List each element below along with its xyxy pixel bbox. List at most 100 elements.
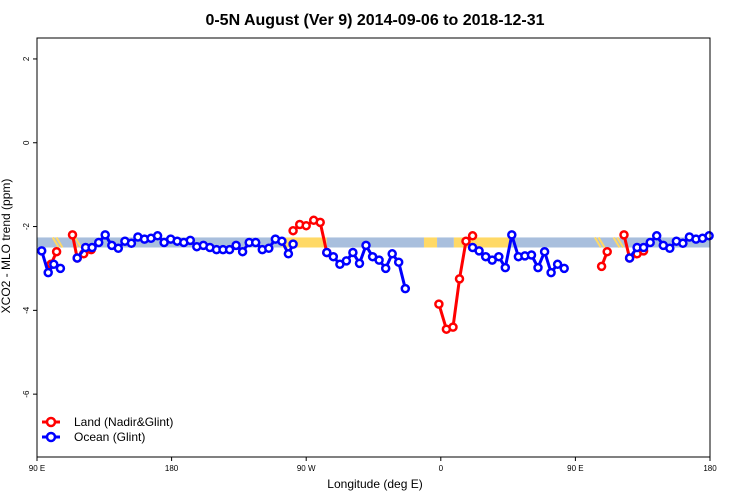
data-point xyxy=(55,263,66,274)
x-tick-label: 0 xyxy=(439,464,444,473)
data-point xyxy=(264,243,274,254)
data-point xyxy=(328,251,339,262)
data-point xyxy=(454,274,465,284)
band-segment-ocean xyxy=(326,237,424,248)
data-point xyxy=(533,262,543,273)
band-segment-land xyxy=(281,237,327,248)
data-point xyxy=(87,242,97,253)
legend-entry: Land (Nadir&Glint) xyxy=(42,415,173,429)
data-point xyxy=(49,259,59,270)
data-point xyxy=(624,253,635,263)
data-point xyxy=(72,253,82,263)
data-point xyxy=(322,247,332,258)
x-tick-label: 90 E xyxy=(567,464,583,473)
data-point xyxy=(448,322,458,332)
data-point xyxy=(619,230,629,240)
data-point xyxy=(43,267,53,278)
data-point xyxy=(348,247,358,258)
data-point xyxy=(113,243,124,254)
data-point xyxy=(434,299,444,309)
data-point xyxy=(559,263,569,274)
data-point xyxy=(288,225,298,236)
series-ocean xyxy=(36,230,714,294)
band-hatch xyxy=(616,236,625,249)
data-point xyxy=(152,231,163,241)
data-point xyxy=(461,236,471,246)
legend-label: Land (Nadir&Glint) xyxy=(74,415,173,429)
data-point xyxy=(288,239,298,249)
data-point xyxy=(638,242,649,253)
legend-label: Ocean (Glint) xyxy=(74,430,145,444)
data-point xyxy=(539,246,550,257)
plot-frame xyxy=(36,37,711,458)
data-point xyxy=(380,263,391,274)
band-hatch xyxy=(593,236,602,249)
data-point xyxy=(250,237,261,248)
data-point xyxy=(552,259,563,270)
y-tick-label: -4 xyxy=(22,306,31,314)
band-hatch xyxy=(51,236,60,249)
data-point xyxy=(704,231,714,241)
data-point xyxy=(494,251,504,262)
data-point xyxy=(651,231,662,241)
data-point xyxy=(67,230,78,240)
data-point xyxy=(474,246,484,256)
band-hatch xyxy=(74,236,82,249)
data-point xyxy=(526,250,537,260)
data-point xyxy=(231,240,241,251)
legend-marker xyxy=(45,416,57,428)
data-point xyxy=(467,231,478,241)
data-point xyxy=(678,238,688,249)
data-point xyxy=(93,237,104,248)
data-point xyxy=(283,249,294,259)
data-point xyxy=(400,283,411,294)
data-point xyxy=(277,236,287,246)
data-point xyxy=(36,246,47,256)
band-hatch xyxy=(55,236,64,249)
data-point xyxy=(602,246,612,257)
y-tick-label: -6 xyxy=(22,390,31,398)
data-point xyxy=(341,256,352,266)
y-tick-label: 0 xyxy=(22,140,31,145)
legend: Land (Nadir&Glint)Ocean (Glint) xyxy=(42,415,173,444)
x-axis-label: Longitude (deg E) xyxy=(327,477,422,491)
data-point xyxy=(315,217,325,228)
chart-title: 0-5N August (Ver 9) 2014-09-06 to 2018-1… xyxy=(205,12,544,29)
data-point xyxy=(374,255,384,265)
band-segment-ocean xyxy=(509,237,710,248)
data-point xyxy=(507,230,517,240)
data-point xyxy=(393,257,404,267)
band-segment-land xyxy=(423,237,438,248)
band-hatch xyxy=(612,236,621,249)
data-point xyxy=(354,258,365,269)
legend-marker xyxy=(45,431,57,443)
y-axis: 2 0 -2 -4 -6 xyxy=(22,56,37,398)
data-point xyxy=(185,235,196,246)
y-tick-label: -2 xyxy=(22,222,31,230)
band-segment-land xyxy=(453,237,510,248)
band-segment-ocean xyxy=(437,237,454,248)
band-hatch xyxy=(597,236,606,249)
data-point xyxy=(387,249,397,259)
x-tick-label: 180 xyxy=(165,464,179,473)
data-point xyxy=(546,267,556,278)
data-point xyxy=(224,244,235,255)
x-tick-label: 180 xyxy=(703,464,717,473)
data-point xyxy=(645,237,655,248)
data-point xyxy=(361,240,371,251)
data-point xyxy=(126,238,137,249)
x-tick-label: 90 E xyxy=(29,464,45,473)
y-tick-label: 2 xyxy=(22,56,31,61)
data-point xyxy=(301,220,311,231)
y-axis-label: XCO2 - MLO trend (ppm) xyxy=(0,179,13,314)
series-layer xyxy=(36,215,714,334)
data-point xyxy=(237,246,248,257)
data-point xyxy=(596,261,607,272)
x-tick-label: 90 W xyxy=(297,464,316,473)
data-point xyxy=(500,262,511,273)
legend-entry: Ocean (Glint) xyxy=(42,430,145,444)
x-axis: 90 E 180 90 W 0 90 E 180 xyxy=(29,457,717,473)
data-point xyxy=(665,243,675,254)
series-line xyxy=(437,234,474,331)
